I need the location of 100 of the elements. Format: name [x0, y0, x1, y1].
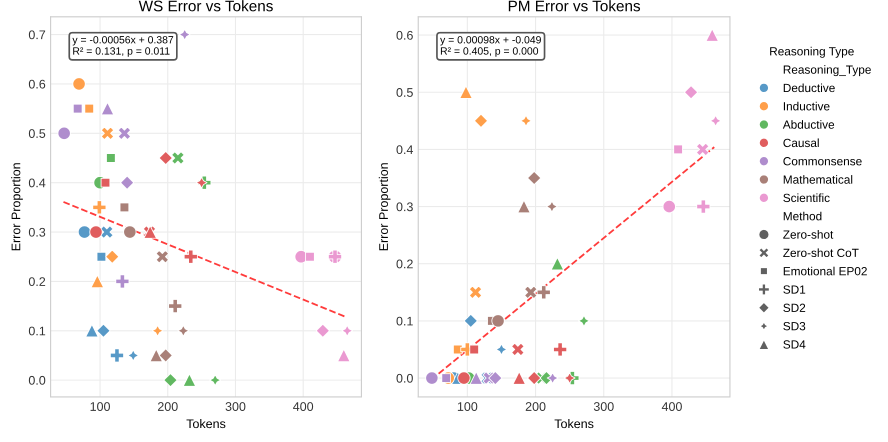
point: [459, 86, 473, 99]
point: [100, 126, 114, 140]
x-tick-label: 200: [158, 402, 178, 411]
point: [710, 115, 722, 127]
point: [527, 170, 542, 185]
y-tick-label: 0.3: [28, 228, 46, 237]
point: [85, 324, 99, 338]
point: [163, 373, 178, 388]
point: [115, 274, 130, 288]
x-tick-label: 200: [526, 402, 546, 411]
legend-label: Commonsense: [783, 157, 862, 166]
x-tick-label: 400: [293, 402, 314, 411]
point: [150, 348, 163, 362]
x-tick-label: 100: [458, 402, 478, 411]
legend-label: Inductive: [784, 102, 830, 110]
point: [425, 371, 439, 385]
chart-title: PM Error vs Tokens: [508, 0, 640, 12]
point: [168, 299, 182, 314]
x-axis-title: Tokens: [186, 418, 226, 428]
x-tick-label: 300: [226, 402, 246, 411]
legend-label: Causal: [783, 138, 819, 148]
point: [564, 372, 576, 384]
point: [156, 250, 169, 264]
point: [182, 374, 196, 387]
point: [517, 200, 531, 214]
point: [96, 324, 110, 338]
point: [100, 102, 114, 116]
y-tick-label: 0.0: [396, 374, 413, 383]
point: [171, 151, 185, 165]
point: [120, 176, 134, 190]
point: [78, 225, 92, 239]
legend-label: Deductive: [784, 83, 835, 92]
point: [457, 371, 471, 385]
legend-label: SD2: [783, 304, 806, 312]
point: [316, 324, 330, 338]
point: [696, 142, 710, 156]
point: [158, 150, 173, 165]
legend-label: Zero-shot: [783, 230, 834, 239]
y-axis-title: Error Proportion: [378, 163, 390, 250]
point: [105, 250, 120, 264]
point: [89, 225, 103, 239]
y-tick-label: 0.1: [28, 326, 46, 336]
y-tick-label: 0.4: [396, 145, 414, 154]
point: [474, 114, 488, 128]
point: [488, 371, 502, 386]
legend-title: Reasoning Type: [770, 46, 854, 58]
point: [100, 225, 114, 239]
point: [512, 371, 526, 385]
point: [706, 28, 719, 42]
y-tick-label: 0.2: [28, 277, 46, 286]
y-tick-label: 0.5: [396, 88, 413, 97]
point: [110, 348, 124, 362]
legend-label: Zero-shot CoT: [783, 248, 859, 258]
text: Method: [784, 212, 822, 220]
point: [118, 126, 132, 140]
point: [496, 344, 508, 356]
x-axis-title: Tokens: [554, 418, 594, 428]
point: [92, 200, 106, 214]
y-tick-label: 0.1: [396, 316, 413, 326]
point: [72, 77, 86, 91]
point: [524, 286, 538, 299]
legend-label: SD1: [783, 285, 806, 294]
y-axis-title: Error Proportion: [11, 163, 23, 250]
point: [696, 200, 710, 214]
point: [470, 371, 483, 385]
point: [123, 225, 136, 239]
annotation: y = 0.00098x + -0.049 R² = 0.405, p = 0.000: [440, 36, 541, 57]
point: [468, 286, 482, 299]
point: [553, 342, 568, 356]
point: [58, 126, 71, 140]
legend-label: Abductive: [782, 120, 834, 129]
y-tick-label: 0.6: [28, 80, 46, 89]
y-tick-label: 0.2: [396, 260, 413, 268]
point: [184, 250, 198, 264]
point: [127, 350, 140, 362]
x-tick-label: 100: [90, 402, 110, 411]
y-tick-label: 0.5: [28, 129, 46, 138]
point: [491, 314, 505, 328]
y-tick-label: 0.7: [28, 30, 46, 40]
point: [662, 200, 676, 214]
legend-label: Emotional EP02: [784, 266, 867, 276]
point: [511, 342, 524, 356]
y-tick-label: 0.6: [396, 30, 413, 40]
legend-label: Mathematical: [784, 175, 852, 184]
legend-label: SD3: [783, 322, 806, 330]
point: [527, 371, 542, 386]
point: [684, 85, 698, 100]
point: [90, 274, 104, 288]
point: [536, 285, 551, 300]
point: [337, 348, 350, 362]
legend-label: Scientific: [783, 193, 830, 202]
x-tick-label: 300: [594, 402, 614, 411]
y-tick-label: 0.4: [28, 178, 46, 188]
text: Reasoning_Type: [784, 65, 871, 76]
x-tick-label: 400: [662, 402, 682, 411]
point: [464, 314, 478, 328]
point: [550, 257, 564, 270]
point: [158, 348, 173, 362]
legend-label: SD4: [783, 340, 806, 349]
annotation: y = -0.00056x + 0.387 R² = 0.131, p = 0.011: [72, 36, 174, 57]
